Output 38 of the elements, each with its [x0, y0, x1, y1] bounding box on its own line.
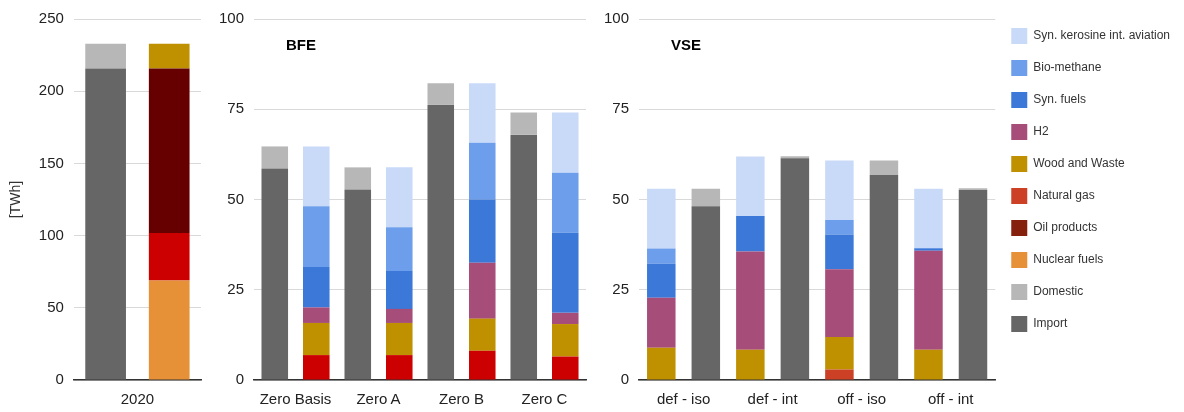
y-tick-label: 200 — [38, 81, 64, 99]
y-tick-label: 75 — [612, 99, 630, 117]
x-tick-label: def - iso — [656, 390, 711, 408]
annotation: VSE — [671, 36, 702, 54]
y-tick-label: 100 — [604, 9, 630, 27]
legend-label: Nuclear fuels — [1033, 252, 1104, 267]
y-tick-label: 0 — [235, 370, 245, 388]
y-tick-label: 50 — [227, 189, 245, 207]
x-tick-label: def - int — [747, 390, 799, 408]
x-tick-label: Zero C — [521, 390, 568, 408]
legend-label: Syn. kerosine int. aviation — [1033, 28, 1171, 43]
legend-label: Wood and Waste — [1033, 156, 1125, 171]
legend-label: Oil products — [1033, 220, 1098, 235]
x-tick-label: Zero A — [356, 390, 401, 408]
legend-label: Import — [1033, 316, 1068, 331]
legend-label: H2 — [1033, 124, 1049, 139]
annotation: BFE — [286, 36, 317, 54]
legend-label: Bio-methane — [1033, 60, 1102, 75]
y-tick-label: 0 — [620, 370, 630, 388]
y-tick-label: 25 — [227, 279, 245, 297]
y-tick-label: 25 — [612, 279, 630, 297]
x-tick-label: Zero Basis — [259, 390, 332, 408]
x-tick-label: off - int — [927, 390, 975, 408]
y-tick-label: 100 — [219, 9, 245, 27]
x-tick-label: off - iso — [837, 390, 887, 408]
y-tick-label: 100 — [38, 225, 64, 243]
y-tick-label: 250 — [38, 9, 64, 27]
legend-label: Natural gas — [1033, 188, 1095, 203]
x-tick-label: 2020 — [120, 390, 155, 408]
y-tick-label: 50 — [47, 297, 64, 315]
legend-label: Domestic — [1033, 284, 1084, 299]
y-tick-label: 0 — [55, 370, 64, 388]
x-tick-label: Zero B — [439, 390, 485, 408]
y-tick-label: 75 — [227, 99, 245, 117]
legend-label: Syn. fuels — [1033, 92, 1086, 107]
y-tick-label: 150 — [38, 153, 64, 171]
y-tick-label: 50 — [612, 189, 630, 207]
y-axis-title: [TWh] — [7, 180, 24, 219]
